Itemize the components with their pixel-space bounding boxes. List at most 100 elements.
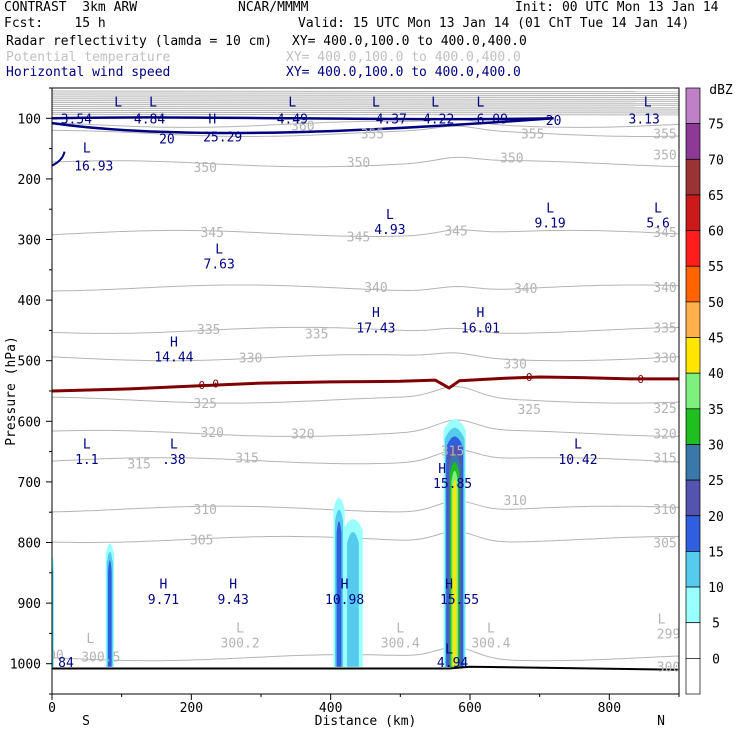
colorbar-tick-label: 65: [708, 189, 724, 204]
theta-label-300: 300: [40, 649, 63, 664]
field-wind: Horizontal wind speed: [6, 65, 171, 80]
theta-label-350: 350: [653, 149, 676, 164]
colorbar-tick-label: 60: [708, 225, 724, 240]
wind-extremum-label: L: [445, 643, 453, 658]
init-time: Init: 00 UTC Mon 13 Jan 14: [515, 0, 719, 15]
theta-label-305: 305: [190, 533, 213, 548]
theta-contour-305: [52, 530, 679, 543]
colorbar-swatch: [685, 586, 701, 624]
wind-extremum-label: 4.84: [134, 112, 165, 127]
wind-contour-left-edge: [52, 151, 66, 167]
wind-extremum-label: 10.98: [325, 593, 364, 608]
theta-label-315: 315: [235, 452, 258, 467]
reflectivity-cell-2-10dbz: [347, 531, 359, 667]
wind-extremum-label: L: [654, 201, 662, 216]
wind-extremum-label: H: [341, 578, 349, 593]
colorbar-swatch: [685, 158, 701, 196]
y-tick-label: 400: [18, 294, 41, 309]
wind-extremum-label: L: [215, 243, 223, 258]
colorbar-swatch: [685, 230, 701, 267]
theta-contour-335: [52, 326, 679, 334]
theta-low-label: L: [86, 632, 94, 647]
wind-extremum-label: 4.93: [374, 223, 405, 238]
theta-contour-310: [52, 500, 679, 513]
theta-contour-upper: [52, 109, 679, 112]
wind-extremum-label: L: [114, 95, 122, 110]
valid-time: Valid: 15 UTC Mon 13 Jan 14 (01 ChT Tue …: [298, 16, 690, 31]
reflectivity-cell-4-40dbz: [452, 479, 457, 667]
freezing-level-label: 0: [212, 378, 219, 391]
y-tick-label: 700: [18, 476, 41, 491]
theta-label-330: 330: [653, 352, 676, 367]
theta-low-label: L: [396, 621, 404, 636]
y-tick-label: 200: [18, 173, 41, 188]
theta-low-label: L: [658, 612, 666, 627]
theta-contour-upper: [52, 98, 679, 100]
colorbar-swatch: [685, 337, 701, 374]
colorbar-tick-label: 70: [708, 153, 724, 168]
colorbar-tick-label: 5: [712, 617, 720, 632]
wind-extremum-label: L: [386, 208, 394, 223]
field-reflectivity: Radar reflectivity (lamda = 10 cm): [6, 34, 273, 49]
freezing-level-label: 0: [526, 371, 533, 384]
theta-contour-upper: [52, 111, 679, 114]
wind-extremum-label: 9.71: [148, 593, 179, 608]
plot-area: 300 305 305 310 310 310 315 315 315 315 320 320 320 3…: [40, 90, 679, 676]
colorbar-tick-label: 10: [708, 581, 724, 596]
wind-extremum-label: 25.29: [203, 130, 242, 145]
reflectivity-cell-1-15dbz: [336, 521, 342, 667]
theta-label-310: 310: [653, 503, 676, 518]
theta-contour-upper: [52, 96, 679, 98]
wind-extremum-label: .38: [162, 453, 185, 468]
colorbar-swatch: [685, 372, 701, 410]
wind-contour-20-upper: [52, 116, 554, 121]
wind-extremum-label: L: [431, 95, 439, 110]
theta-low-label: L: [487, 621, 495, 636]
theta-contour-upper: [52, 104, 679, 106]
theta-label-350: 350: [194, 161, 217, 176]
colorbar-swatch: [685, 622, 701, 659]
x-tick-label: 800: [598, 701, 621, 716]
colorbar-tick-label: 75: [708, 118, 724, 133]
wind-extremum-label: 4.37: [376, 112, 407, 127]
wind-extremum-label: H: [208, 112, 216, 127]
theta-label-355: 355: [653, 127, 676, 142]
colorbar-swatch: [685, 87, 701, 124]
colorbar-swatch: [685, 551, 701, 588]
colorbar-swatch: [685, 265, 701, 303]
wind-extremum-label: 6.09: [477, 112, 508, 127]
theta-label-350: 350: [500, 152, 523, 167]
theta-contour-upper: [52, 113, 679, 116]
theta-contour-upper: [52, 107, 679, 110]
theta-label-325: 325: [653, 402, 676, 417]
theta-contour-320: [52, 419, 679, 437]
wind-extremum-label: H: [170, 335, 178, 350]
wind-extremum-label: 1.1: [75, 453, 98, 468]
wind-extremum-label: L: [83, 141, 91, 156]
wind-extremum-label: H: [372, 306, 380, 321]
theta-label-335: 335: [653, 321, 676, 336]
theta-label-360: 360: [291, 120, 314, 135]
colorbar-tick-label: 0: [712, 652, 720, 667]
colorbar-tick-label: 55: [708, 260, 724, 275]
wind-extremum-label: L: [149, 95, 157, 110]
wind-extremum-label: 9.43: [217, 593, 248, 608]
wind-extremum-label: 16.01: [461, 321, 500, 336]
theta-label-315: 315: [127, 458, 150, 473]
freezing-level-label: 0: [637, 373, 644, 386]
theta-contour-350: [52, 156, 679, 168]
wind-extremum-label: H: [229, 578, 237, 593]
colorbar-swatch: [685, 479, 701, 517]
theta-label-310: 310: [194, 503, 217, 518]
theta-label-320: 320: [291, 427, 314, 442]
wind-extremum-label: 3.54: [61, 112, 92, 127]
theta-label-355: 355: [361, 127, 384, 142]
wind-extremum-label: L: [83, 438, 91, 453]
theta-low-label: 300.4: [381, 636, 420, 651]
colorbar-tick-label: 15: [708, 545, 724, 560]
wind-extremum-label: H: [160, 578, 168, 593]
x-tick-label: 600: [458, 701, 481, 716]
y-tick-label: 1000: [10, 658, 41, 673]
wind-extremum-label: 4.94: [437, 656, 468, 671]
